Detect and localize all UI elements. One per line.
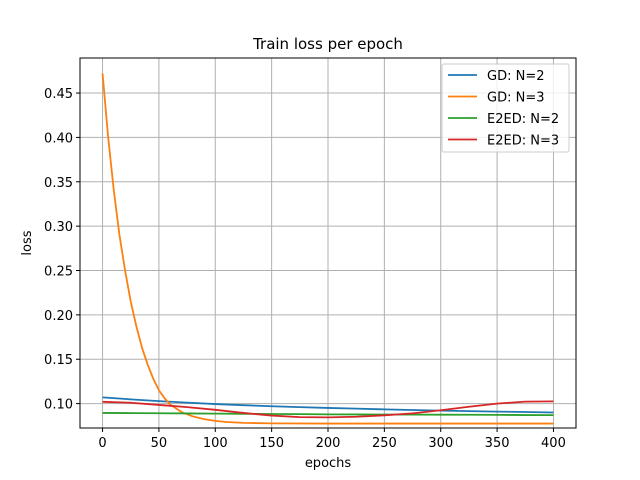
x-tick-label: 350 [485, 436, 510, 451]
y-tick-label: 0.40 [44, 131, 73, 146]
x-tick-label: 250 [372, 436, 397, 451]
series-line-2 [102, 412, 554, 417]
series-line-3 [102, 400, 554, 419]
x-tick-label: 100 [203, 436, 228, 451]
x-tick-label: 0 [98, 436, 106, 451]
x-axis-ticks: 0 50 100 150 200 250 300 350 400 [98, 428, 566, 451]
legend-label-0: GD: N=2 [487, 69, 544, 84]
y-tick-label: 0.30 [44, 220, 73, 235]
x-axis-label: epochs [305, 456, 352, 471]
y-tick-label: 0.25 [44, 265, 73, 280]
y-axis-ticks: 0.10 0.15 0.20 0.25 0.30 0.35 0.40 0.45 [44, 87, 80, 413]
y-tick-label: 0.15 [44, 353, 73, 368]
x-tick-label: 300 [428, 436, 453, 451]
legend: GD: N=2 GD: N=3 E2ED: N=2 E2ED: N=3 [441, 63, 570, 153]
legend-label-1: GD: N=3 [487, 91, 544, 106]
y-tick-label: 0.20 [44, 309, 73, 324]
y-axis-label: loss [20, 230, 35, 255]
x-tick-label: 50 [151, 436, 168, 451]
grid-lines [80, 58, 576, 428]
series-line-0 [102, 396, 554, 414]
y-tick-label: 0.45 [44, 87, 73, 102]
legend-box [441, 63, 570, 153]
series-line-1 [101, 73, 554, 425]
x-tick-label: 150 [259, 436, 284, 451]
y-tick-label: 0.10 [44, 398, 73, 413]
series-lines [101, 73, 554, 425]
chart-title: Train loss per epoch [252, 35, 403, 53]
legend-label-2: E2ED: N=2 [487, 112, 559, 127]
y-tick-label: 0.35 [44, 176, 73, 191]
x-tick-label: 400 [541, 436, 566, 451]
legend-label-3: E2ED: N=3 [487, 134, 559, 149]
x-tick-label: 200 [316, 436, 341, 451]
